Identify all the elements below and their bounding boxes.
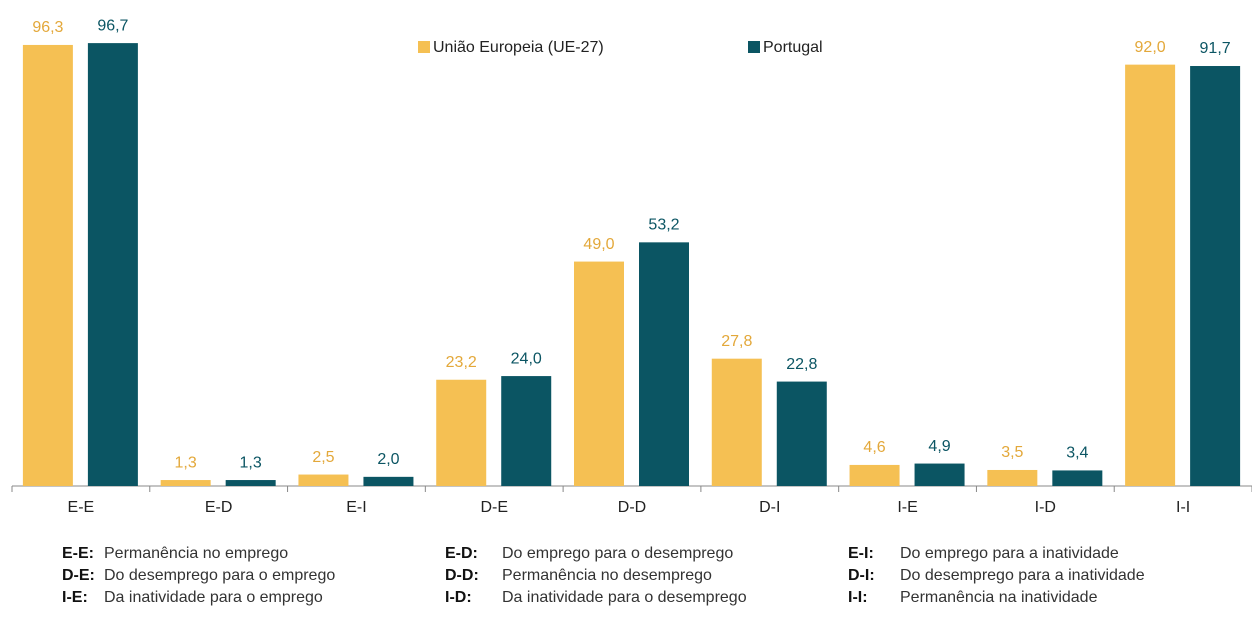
value-label: 23,2 [446, 354, 477, 371]
value-label: 1,3 [240, 454, 262, 471]
note-text: Da inatividade para o desemprego [502, 589, 747, 606]
x-tick-label: D-I [759, 499, 780, 516]
note: I-D: Da inatividade para o desemprego [445, 589, 848, 607]
note-text: Do emprego para a inatividade [900, 545, 1119, 562]
value-label: 2,5 [312, 449, 334, 466]
note-code: E-E: [62, 545, 94, 562]
note-code: D-D: [445, 567, 479, 584]
value-label: 96,7 [97, 17, 128, 34]
legend-swatch [418, 41, 430, 53]
note-text: Do desemprego para a inatividade [900, 567, 1145, 584]
value-label: 53,2 [648, 217, 679, 234]
value-label: 1,3 [175, 454, 197, 471]
x-tick-label: I-D [1035, 499, 1056, 516]
x-tick-label: E-I [346, 499, 366, 516]
note-text: Permanência no desemprego [502, 567, 712, 584]
note: E-D: Do emprego para o desemprego [445, 545, 848, 563]
bar [1190, 66, 1241, 486]
bar [298, 474, 349, 486]
note-text: Permanência no emprego [104, 545, 289, 562]
note-text: Do emprego para o desemprego [502, 545, 734, 562]
note: I-I: Permanência na inatividade [848, 589, 1208, 607]
bar [987, 469, 1038, 486]
bar [225, 480, 276, 486]
value-label: 3,4 [1066, 445, 1088, 462]
bar [22, 44, 73, 487]
value-label: 49,0 [583, 236, 614, 253]
legend-swatch [748, 41, 760, 53]
bar [1125, 64, 1176, 486]
bar [1052, 470, 1103, 486]
bar [501, 376, 552, 486]
bar [849, 464, 900, 486]
note-text: Da inatividade para o emprego [104, 589, 323, 606]
value-label: 92,0 [1135, 39, 1166, 56]
bar [776, 381, 827, 486]
x-tick-label: E-E [68, 499, 95, 516]
x-tick-label: D-E [480, 499, 508, 516]
note-code: E-D: [445, 545, 478, 562]
notes: E-E: Permanência no emprego E-D: Do emprego… [62, 545, 1208, 607]
bar [639, 242, 689, 486]
x-tick-label: E-D [205, 499, 233, 516]
note-text: Permanência na inatividade [900, 589, 1098, 606]
bar [363, 476, 414, 486]
value-label: 3,5 [1001, 444, 1023, 461]
value-label: 91,7 [1200, 40, 1231, 57]
note-text: Do desemprego para o emprego [104, 567, 336, 584]
note: D-I: Do desemprego para a inatividade [848, 567, 1208, 585]
note-code: I-D: [445, 589, 472, 606]
bar [914, 463, 965, 486]
note-code: D-I: [848, 567, 875, 584]
value-label: 96,3 [32, 19, 63, 36]
bar [574, 261, 624, 486]
legend-label: União Europeia (UE-27) [433, 39, 604, 56]
note: D-E: Do desemprego para o emprego [62, 567, 445, 585]
value-label: 22,8 [786, 356, 817, 373]
note: E-E: Permanência no emprego [62, 545, 445, 563]
value-label: 4,6 [863, 439, 885, 456]
bar [87, 43, 138, 486]
legend-label: Portugal [763, 39, 823, 56]
note-code: I-E: [62, 589, 88, 606]
bar [436, 379, 487, 486]
x-tick-label: I-E [897, 499, 917, 516]
x-tick-label: D-D [618, 499, 646, 516]
value-label: 24,0 [511, 350, 542, 367]
value-label: 4,9 [928, 438, 950, 455]
bar [711, 358, 762, 486]
note-code: E-I: [848, 545, 874, 562]
note: D-D: Permanência no desemprego [445, 567, 848, 585]
note: I-E: Da inatividade para o emprego [62, 589, 445, 607]
value-label: 2,0 [377, 451, 399, 468]
note-code: D-E: [62, 567, 95, 584]
x-tick-label: I-I [1176, 499, 1190, 516]
note: E-I: Do emprego para a inatividade [848, 545, 1208, 563]
chart: E-E 96,3 96,7 E-D 1,3 1,3 E-I 2,5 2,0 D-E 23,2 24,0… [11, 17, 1252, 516]
bar [160, 480, 211, 486]
value-label: 27,8 [721, 333, 752, 350]
note-code: I-I: [848, 589, 868, 606]
